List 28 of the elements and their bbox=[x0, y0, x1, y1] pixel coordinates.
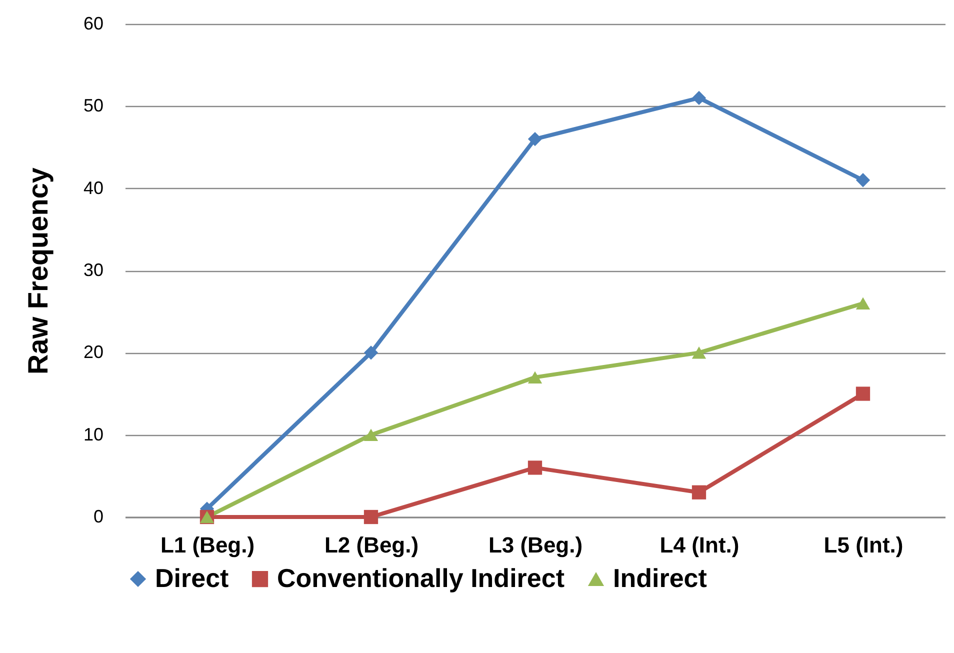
y-tick-label: 20 bbox=[83, 342, 104, 362]
point bbox=[692, 485, 706, 500]
legend-label: Conventionally Indirect bbox=[277, 563, 565, 593]
y-tick-label: 10 bbox=[83, 424, 104, 444]
point bbox=[528, 460, 542, 475]
x-tick-label: L3 (Beg.) bbox=[488, 532, 583, 558]
point bbox=[528, 371, 542, 384]
point bbox=[364, 428, 378, 441]
x-tick-label: L1 (Beg.) bbox=[160, 532, 255, 558]
point bbox=[364, 510, 378, 524]
y-tick-label: 30 bbox=[83, 260, 104, 280]
point bbox=[856, 386, 870, 401]
point bbox=[692, 90, 706, 106]
point bbox=[528, 132, 542, 146]
legend-label: Direct bbox=[155, 563, 230, 593]
y-tick-label: 50 bbox=[83, 96, 104, 116]
point bbox=[856, 173, 870, 188]
y-tick-label: 0 bbox=[93, 506, 104, 526]
y-axis-title: Raw Frequency bbox=[22, 167, 54, 374]
point bbox=[692, 346, 706, 359]
point bbox=[364, 346, 378, 360]
x-tick-label: L2 (Beg.) bbox=[324, 532, 419, 558]
legend-label: Indirect bbox=[613, 563, 708, 593]
y-tick-label: 60 bbox=[83, 14, 104, 34]
y-tick-label: 40 bbox=[83, 178, 104, 198]
x-tick-label: L5 (Int.) bbox=[824, 532, 904, 558]
x-tick-label: L4 (Int.) bbox=[660, 532, 740, 558]
point bbox=[856, 297, 870, 310]
